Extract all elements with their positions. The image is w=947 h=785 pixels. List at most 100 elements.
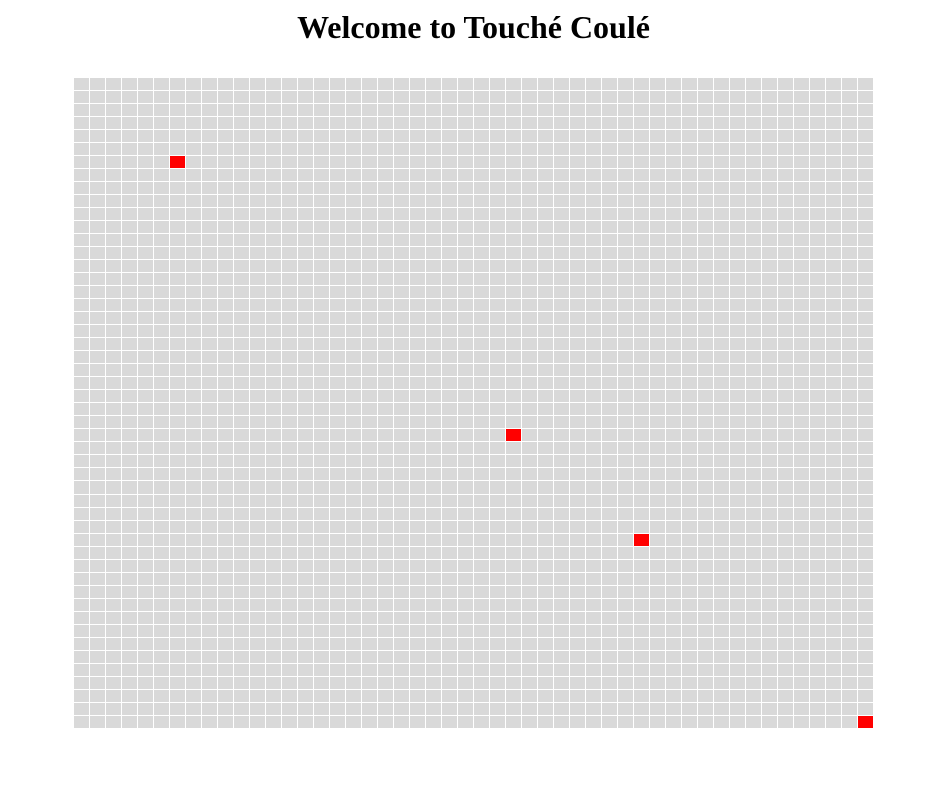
board-cell[interactable]	[810, 390, 826, 404]
board-cell[interactable]	[170, 351, 186, 365]
board-cell[interactable]	[538, 377, 554, 391]
board-cell[interactable]	[858, 481, 874, 495]
board-cell[interactable]	[682, 481, 698, 495]
board-cell[interactable]	[570, 429, 586, 443]
board-cell[interactable]	[458, 715, 474, 729]
board-cell[interactable]	[154, 559, 170, 573]
board-cell[interactable]	[394, 494, 410, 508]
board-cell[interactable]	[730, 169, 746, 183]
board-cell[interactable]	[746, 78, 762, 92]
board-cell[interactable]	[90, 676, 106, 690]
board-cell[interactable]	[666, 494, 682, 508]
board-cell[interactable]	[186, 715, 202, 729]
board-cell[interactable]	[746, 143, 762, 157]
board-cell[interactable]	[682, 234, 698, 248]
board-cell[interactable]	[250, 117, 266, 131]
board-cell[interactable]	[218, 663, 234, 677]
board-cell[interactable]	[138, 702, 154, 716]
board-cell[interactable]	[794, 130, 810, 144]
board-cell[interactable]	[858, 416, 874, 430]
board-cell[interactable]	[554, 559, 570, 573]
board-cell[interactable]	[202, 143, 218, 157]
board-cell[interactable]	[618, 520, 634, 534]
board-cell[interactable]	[810, 689, 826, 703]
board-cell[interactable]	[842, 650, 858, 664]
board-cell[interactable]	[506, 364, 522, 378]
board-cell[interactable]	[490, 429, 506, 443]
board-cell[interactable]	[714, 338, 730, 352]
board-cell[interactable]	[202, 481, 218, 495]
board-cell[interactable]	[666, 247, 682, 261]
board-cell[interactable]	[330, 156, 346, 170]
board-cell[interactable]	[618, 260, 634, 274]
board-cell[interactable]	[378, 156, 394, 170]
board-cell[interactable]	[538, 468, 554, 482]
board-cell[interactable]	[586, 442, 602, 456]
board-cell[interactable]	[666, 429, 682, 443]
board-cell[interactable]	[730, 143, 746, 157]
board-cell[interactable]	[666, 520, 682, 534]
board-cell[interactable]	[794, 689, 810, 703]
board-cell[interactable]	[314, 286, 330, 300]
board-cell[interactable]	[538, 507, 554, 521]
board-cell[interactable]	[682, 195, 698, 209]
board-cell[interactable]	[154, 650, 170, 664]
board-cell[interactable]	[602, 481, 618, 495]
board-cell[interactable]	[346, 650, 362, 664]
board-cell[interactable]	[538, 650, 554, 664]
board-cell[interactable]	[554, 260, 570, 274]
board-cell[interactable]	[122, 637, 138, 651]
board-cell[interactable]	[266, 468, 282, 482]
board-cell[interactable]	[282, 156, 298, 170]
board-cell[interactable]	[362, 195, 378, 209]
board-cell[interactable]	[586, 312, 602, 326]
board-cell[interactable]	[410, 572, 426, 586]
board-cell[interactable]	[618, 559, 634, 573]
board-cell[interactable]	[826, 702, 842, 716]
board-cell[interactable]	[618, 169, 634, 183]
board-cell[interactable]	[650, 624, 666, 638]
board-cell[interactable]	[762, 481, 778, 495]
board-cell[interactable]	[122, 260, 138, 274]
board-cell[interactable]	[826, 559, 842, 573]
board-cell[interactable]	[538, 455, 554, 469]
board-cell[interactable]	[298, 390, 314, 404]
board-cell[interactable]	[218, 624, 234, 638]
board-cell[interactable]	[154, 390, 170, 404]
board-cell[interactable]	[186, 546, 202, 560]
board-cell[interactable]	[490, 559, 506, 573]
board-cell[interactable]	[106, 182, 122, 196]
board-cell[interactable]	[842, 325, 858, 339]
board-cell[interactable]	[714, 546, 730, 560]
board-cell[interactable]	[778, 676, 794, 690]
board-cell[interactable]	[666, 572, 682, 586]
board-cell[interactable]	[714, 442, 730, 456]
board-cell[interactable]	[186, 195, 202, 209]
board-cell[interactable]	[138, 130, 154, 144]
board-cell[interactable]	[330, 624, 346, 638]
board-cell[interactable]	[314, 442, 330, 456]
board-cell[interactable]	[378, 689, 394, 703]
board-cell[interactable]	[714, 208, 730, 222]
board-cell[interactable]	[378, 637, 394, 651]
board-cell[interactable]	[202, 715, 218, 729]
board-cell[interactable]	[698, 195, 714, 209]
board-cell[interactable]	[746, 546, 762, 560]
board-cell[interactable]	[714, 91, 730, 105]
board-cell[interactable]	[538, 104, 554, 118]
board-cell[interactable]	[298, 650, 314, 664]
board-cell[interactable]	[234, 481, 250, 495]
board-cell[interactable]	[810, 403, 826, 417]
board-cell[interactable]	[602, 364, 618, 378]
board-cell[interactable]	[858, 78, 874, 92]
board-cell[interactable]	[778, 572, 794, 586]
board-cell[interactable]	[554, 91, 570, 105]
board-cell[interactable]	[426, 416, 442, 430]
board-cell[interactable]	[410, 585, 426, 599]
board-cell[interactable]	[602, 286, 618, 300]
board-cell[interactable]	[106, 78, 122, 92]
board-cell[interactable]	[298, 130, 314, 144]
board-cell[interactable]	[458, 338, 474, 352]
board-cell[interactable]	[90, 650, 106, 664]
board-cell[interactable]	[826, 286, 842, 300]
